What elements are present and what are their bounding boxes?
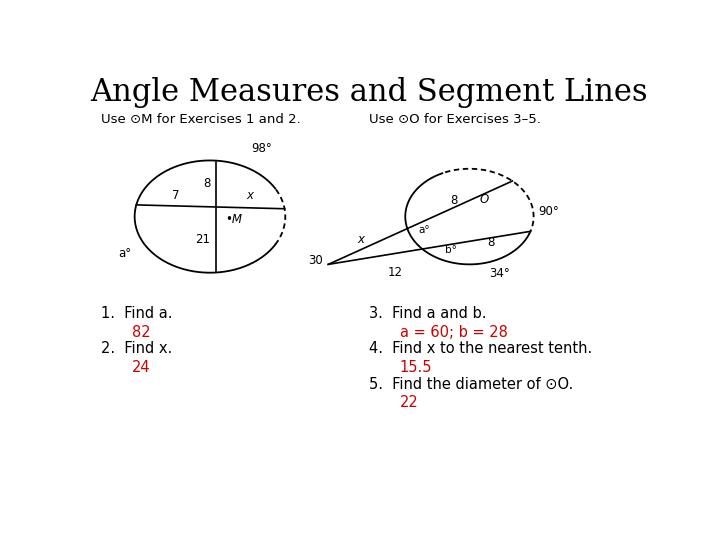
Text: 82: 82 bbox=[132, 325, 150, 340]
Text: 8: 8 bbox=[487, 237, 495, 249]
Text: 21: 21 bbox=[195, 233, 210, 246]
Text: 1.  Find a.: 1. Find a. bbox=[101, 306, 173, 321]
Text: •M: •M bbox=[225, 213, 243, 226]
Text: Use ⊙O for Exercises 3–5.: Use ⊙O for Exercises 3–5. bbox=[369, 113, 541, 126]
Text: 5.  Find the diameter of ⊙O.: 5. Find the diameter of ⊙O. bbox=[369, 377, 573, 392]
Text: Use ⊙M for Exercises 1 and 2.: Use ⊙M for Exercises 1 and 2. bbox=[101, 113, 301, 126]
Text: a = 60; b = 28: a = 60; b = 28 bbox=[400, 325, 508, 340]
Text: 3.  Find a and b.: 3. Find a and b. bbox=[369, 306, 487, 321]
Text: 98°: 98° bbox=[251, 143, 272, 156]
Text: 34°: 34° bbox=[489, 267, 510, 280]
Text: 30: 30 bbox=[308, 254, 323, 267]
Text: 4.  Find x to the nearest tenth.: 4. Find x to the nearest tenth. bbox=[369, 341, 593, 356]
Text: 8: 8 bbox=[450, 194, 457, 207]
Text: a°: a° bbox=[119, 247, 132, 260]
Text: 2.  Find x.: 2. Find x. bbox=[101, 341, 172, 356]
Text: 90°: 90° bbox=[538, 205, 559, 218]
Text: b°: b° bbox=[445, 245, 456, 255]
Text: 15.5: 15.5 bbox=[400, 360, 432, 375]
Text: x: x bbox=[357, 233, 364, 246]
Text: 12: 12 bbox=[387, 266, 402, 279]
Text: 24: 24 bbox=[132, 360, 150, 375]
Text: x: x bbox=[246, 189, 253, 202]
Text: 22: 22 bbox=[400, 395, 418, 410]
Text: 8: 8 bbox=[204, 177, 211, 190]
Text: O: O bbox=[479, 193, 488, 206]
Text: Angle Measures and Segment Lines: Angle Measures and Segment Lines bbox=[90, 77, 648, 109]
Text: 7: 7 bbox=[172, 189, 180, 202]
Text: a°: a° bbox=[418, 225, 430, 235]
